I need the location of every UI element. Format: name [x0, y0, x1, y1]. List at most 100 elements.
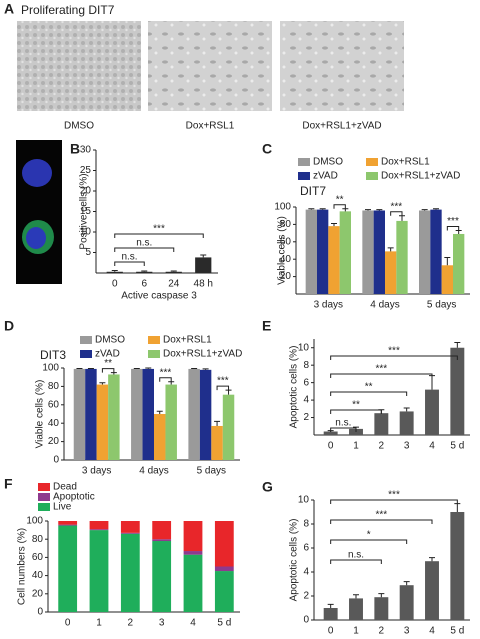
bar — [396, 220, 408, 294]
significance-label: n.s. — [335, 418, 351, 429]
bar — [425, 561, 439, 620]
x-tick-label: 5 days — [197, 466, 226, 477]
error-bar — [353, 594, 359, 599]
error-bar — [327, 603, 334, 608]
nucleus — [26, 227, 46, 249]
significance-label: *** — [217, 376, 229, 387]
legend-swatch — [80, 336, 92, 344]
significance-bracket — [114, 233, 204, 238]
bar-segment — [183, 551, 203, 555]
x-tick-label: 2 — [128, 618, 134, 629]
legend-label: Dox+RSL1+zVAD — [163, 349, 242, 360]
bar — [165, 271, 182, 273]
chart-subtitle: DIT7 — [300, 184, 326, 198]
bar — [374, 413, 389, 435]
error-bar — [378, 593, 385, 598]
significance-label: ** — [352, 400, 360, 411]
legend-label: DMSO — [313, 157, 343, 168]
significance-bracket — [330, 391, 408, 396]
bar-segment — [214, 566, 234, 572]
y-tick-label: 6 — [303, 543, 309, 554]
bar-segment — [152, 541, 172, 612]
y-tick-label: 80 — [32, 534, 44, 545]
bar-segment — [120, 521, 140, 533]
bar — [399, 585, 414, 620]
bar — [131, 368, 143, 460]
panel-letter: B — [70, 141, 80, 157]
bar — [195, 257, 212, 273]
y-tick-label: 15 — [80, 206, 92, 217]
error-bar — [225, 389, 232, 395]
bar — [373, 210, 385, 294]
image-label: Dox+RSL1+zVAD — [302, 121, 381, 132]
significance-label: *** — [447, 216, 459, 227]
bar — [211, 425, 223, 460]
significance-bracket — [330, 519, 433, 524]
error-bar — [156, 410, 163, 414]
bar-segment — [89, 530, 109, 612]
bar-segment — [58, 524, 78, 526]
y-tick-label: 25 — [80, 165, 92, 176]
error-bar — [455, 229, 462, 234]
legend-swatch — [298, 172, 310, 180]
x-tick-label: 0 — [328, 626, 334, 637]
error-bar — [403, 581, 410, 586]
x-tick-label: 3 days — [82, 466, 111, 477]
y-tick-label: 6 — [303, 377, 309, 388]
y-tick-label: 60 — [48, 399, 60, 410]
y-axis-label: Apoptotic cells (%) — [289, 519, 300, 602]
error-bar — [387, 247, 394, 252]
y-tick-label: 20 — [280, 271, 292, 282]
significance-label: *** — [388, 346, 400, 357]
bar — [142, 368, 154, 460]
error-bar — [145, 367, 152, 369]
y-tick-label: 0 — [53, 455, 59, 466]
bar — [199, 369, 212, 460]
y-tick-label: 4 — [303, 395, 309, 406]
y-tick-label: 10 — [298, 342, 310, 353]
image-title: Proliferating DIT7 — [21, 3, 115, 17]
legend-swatch — [80, 350, 92, 358]
y-tick-label: 2 — [303, 412, 309, 423]
x-tick-label: 5 d — [217, 618, 231, 629]
chart-subtitle: DIT3 — [40, 348, 66, 362]
y-tick-label: 20 — [80, 186, 92, 197]
error-bar — [308, 208, 315, 210]
y-tick-label: 100 — [274, 202, 291, 213]
error-bar — [376, 209, 383, 211]
x-tick-label: 0 — [112, 279, 118, 290]
bar — [450, 347, 465, 435]
significance-label: ** — [365, 382, 373, 393]
bar — [453, 233, 465, 294]
y-tick-label: 30 — [80, 145, 92, 156]
error-bar — [99, 382, 106, 385]
significance-label: n.s. — [348, 550, 364, 561]
legend-swatch — [366, 158, 378, 166]
bar — [328, 226, 340, 294]
x-tick-label: 6 — [141, 279, 147, 290]
significance-bracket — [330, 427, 357, 432]
title-box — [17, 3, 129, 19]
error-bar — [170, 270, 177, 272]
panel-letter: F — [4, 476, 13, 492]
y-tick-label: 8 — [303, 360, 309, 371]
error-bar — [454, 341, 461, 348]
legend-swatch — [148, 350, 160, 358]
y-tick-label: 80 — [48, 381, 60, 392]
x-tick-label: 1 — [353, 626, 359, 637]
bar-segment — [152, 521, 172, 540]
y-tick-label: 10 — [80, 227, 92, 238]
error-bar — [141, 270, 148, 272]
panel-letter: D — [4, 318, 14, 334]
bar — [425, 389, 439, 435]
y-tick-label: 5 — [85, 247, 91, 258]
panel-letter: C — [262, 141, 272, 157]
bar — [441, 265, 453, 294]
y-tick-label: 40 — [280, 254, 292, 265]
bar-segment — [214, 571, 234, 612]
significance-bracket — [114, 247, 175, 252]
legend-label: zVAD — [313, 171, 338, 182]
significance-bracket — [446, 225, 460, 231]
x-tick-label: 2 — [379, 441, 385, 452]
bar — [73, 368, 86, 460]
